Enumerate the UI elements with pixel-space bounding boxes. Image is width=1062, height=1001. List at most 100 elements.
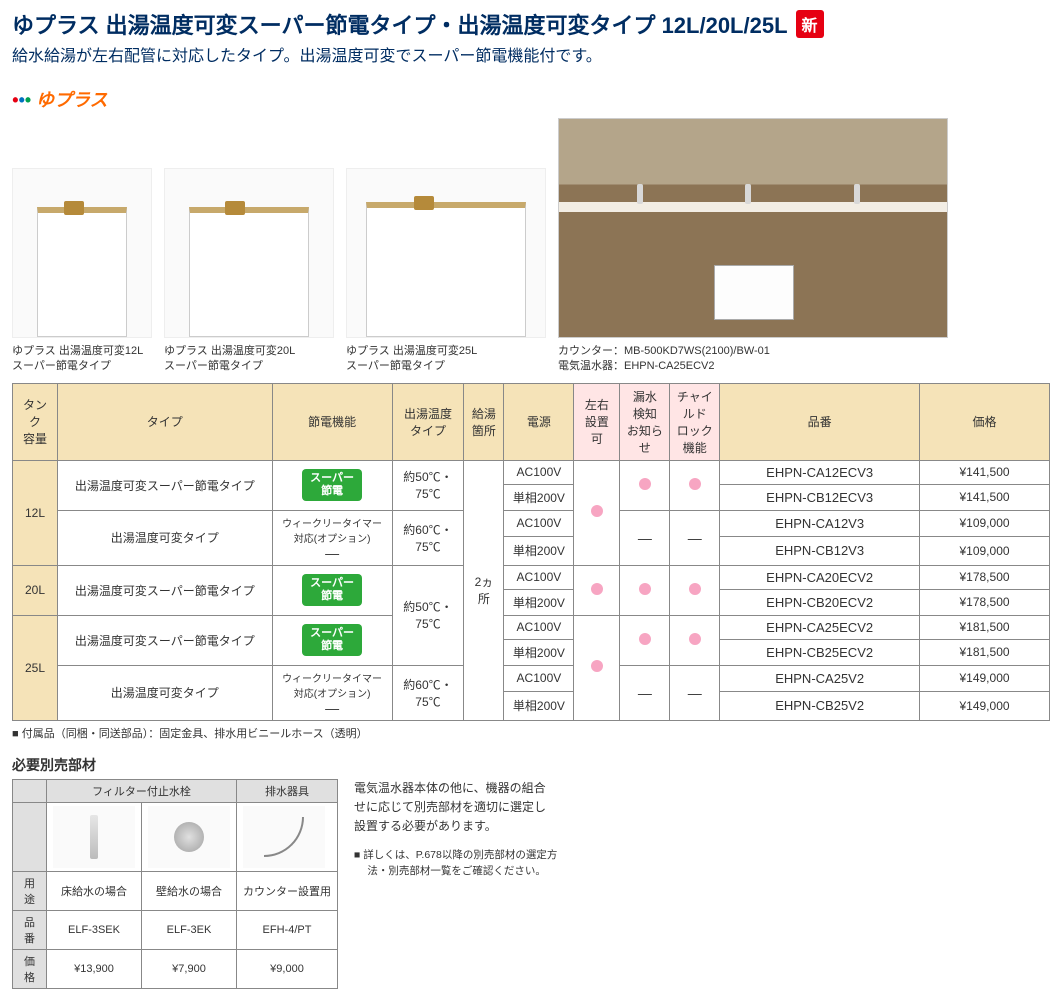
cell-temp: 約50℃・75℃ (392, 565, 464, 665)
accessories-desc: 電気温水器本体の他に、機器の組合せに応じて別売部材を適切に選定し設置する必要があ… (354, 779, 557, 837)
weekly-text: ウィークリータイマー対応(オプション) (279, 670, 386, 700)
cell-power: 単相200V (504, 589, 574, 615)
product-caption: ゆプラス 出湯温度可変25L スーパー節電タイプ (346, 344, 477, 375)
cell-child (670, 615, 720, 665)
cell-model: EHPN-CA12ECV3 (720, 460, 920, 484)
table-row: 出湯温度可変タイプウィークリータイマー対応(オプション)—約60℃・75℃AC1… (13, 665, 1050, 691)
pink-dot-icon (591, 505, 603, 517)
acc-model-cell: ELF-3SEK (47, 910, 142, 949)
cell-power: 単相200V (504, 537, 574, 566)
cell-child: — (670, 510, 720, 565)
acc-price-cell: ¥7,900 (142, 949, 237, 988)
cell-leak (620, 565, 670, 615)
cell-price: ¥178,500 (920, 565, 1050, 589)
pink-dot-icon (591, 660, 603, 672)
cell-power: AC100V (504, 460, 574, 484)
new-badge: 新 (796, 10, 824, 38)
cell-power: AC100V (504, 565, 574, 589)
dash-icon: — (638, 530, 652, 546)
cell-model: EHPN-CA25V2 (720, 665, 920, 691)
product-item: ゆプラス 出湯温度可変25L スーパー節電タイプ (346, 168, 546, 375)
acc-th-filter: フィルター付止水栓 (47, 779, 237, 802)
cell-model: EHPN-CB20ECV2 (720, 589, 920, 615)
cell-price: ¥149,000 (920, 692, 1050, 721)
cell-setsuden: ウィークリータイマー対応(オプション)— (272, 665, 392, 720)
acc-image-cell (47, 802, 142, 871)
setsuden-badge: スーパー 節電 (302, 624, 362, 656)
acc-price-cell: ¥13,900 (47, 949, 142, 988)
cell-price: ¥181,500 (920, 639, 1050, 665)
install-image-item: カウンター：MB-500KD7WS(2100)/BW-01 電気温水器：EHPN… (558, 118, 948, 375)
table-row: 12L出湯温度可変スーパー節電タイプスーパー 節電約50℃・75℃2ヵ所AC10… (13, 460, 1050, 484)
cell-tank: 20L (13, 565, 58, 615)
pink-dot-icon (639, 633, 651, 645)
th-model: 品番 (720, 383, 920, 460)
cell-model: EHPN-CB25ECV2 (720, 639, 920, 665)
cell-price: ¥141,500 (920, 484, 1050, 510)
th-lr: 左右 設置可 (574, 383, 620, 460)
accessories-note: ■ 詳しくは、P.678以降の別売部材の選定方 法・別売部材一覧をご確認ください… (354, 848, 557, 880)
acc-row-model: 品番 (13, 910, 47, 949)
product-caption-l2: スーパー節電タイプ (346, 359, 477, 374)
accessories-desc-block: 電気温水器本体の他に、機器の組合せに応じて別売部材を適切に選定し設置する必要があ… (354, 779, 557, 880)
th-leak: 漏水 検知 お知らせ (620, 383, 670, 460)
cell-lr (574, 615, 620, 720)
cell-power: 単相200V (504, 484, 574, 510)
install-caption-l2: 電気温水器：EHPN-CA25ECV2 (558, 359, 770, 374)
cell-child (670, 565, 720, 615)
product-caption-l1: ゆプラス 出湯温度可変25L (346, 344, 477, 359)
cell-setsuden: スーパー 節電 (272, 565, 392, 615)
cell-leak: — (620, 665, 670, 720)
cell-power: AC100V (504, 510, 574, 536)
cell-model: EHPN-CB25V2 (720, 692, 920, 721)
acc-image-cell (142, 802, 237, 871)
product-image (12, 168, 152, 338)
acc-row-use: 用途 (13, 871, 47, 910)
table-header-row: タンク 容量 タイプ 節電機能 出湯温度 タイプ 給湯 箇所 電源 左右 設置可… (13, 383, 1050, 460)
acc-price-row: 価格¥13,900¥7,900¥9,000 (13, 949, 338, 988)
cell-lr (574, 565, 620, 615)
acc-price-cell: ¥9,000 (237, 949, 338, 988)
acc-row-price: 価格 (13, 949, 47, 988)
th-price: 価格 (920, 383, 1050, 460)
table-row: 25L出湯温度可変スーパー節電タイプスーパー 節電AC100VEHPN-CA25… (13, 615, 1050, 639)
product-row: ゆプラス 出湯温度可変12L スーパー節電タイプ ゆプラス 出湯温度可変20L … (0, 118, 1062, 383)
acc-image-cell (237, 802, 338, 871)
cell-child (670, 460, 720, 510)
pink-dot-icon (689, 478, 701, 490)
cell-power: 単相200V (504, 692, 574, 721)
acc-header-row: フィルター付止水栓 排水器具 (13, 779, 338, 802)
acc-use-cell: 壁給水の場合 (142, 871, 237, 910)
cell-type: 出湯温度可変スーパー節電タイプ (57, 460, 272, 510)
cell-tank: 12L (13, 460, 58, 565)
cell-type: 出湯温度可変スーパー節電タイプ (57, 615, 272, 665)
product-image (164, 168, 334, 338)
cell-leak (620, 460, 670, 510)
cell-price: ¥149,000 (920, 665, 1050, 691)
table-note: ■ 付属品（同梱・同送部品）：固定金具、排水用ビニールホース（透明） (0, 721, 1062, 745)
install-caption: カウンター：MB-500KD7WS(2100)/BW-01 電気温水器：EHPN… (558, 344, 770, 375)
weekly-text: ウィークリータイマー対応(オプション) (279, 515, 386, 545)
page-subtitle: 給水給湯が左右配管に対応したタイプ。出湯温度可変でスーパー節電機能付です。 (12, 42, 1050, 66)
product-caption-l1: ゆプラス 出湯温度可変20L (164, 344, 295, 359)
dash-icon: — (688, 530, 702, 546)
product-caption: ゆプラス 出湯温度可変12L スーパー節電タイプ (12, 344, 143, 375)
product-caption-l1: ゆプラス 出湯温度可変12L (12, 344, 143, 359)
setsuden-badge: スーパー 節電 (302, 469, 362, 501)
cell-temp: 約50℃・75℃ (392, 460, 464, 510)
pink-dot-icon (591, 583, 603, 595)
dash-icon: — (688, 685, 702, 701)
product-image (346, 168, 546, 338)
yuplus-logo: ••• ゆプラス (12, 90, 108, 110)
table-row: 出湯温度可変タイプウィークリータイマー対応(オプション)—約60℃・75℃AC1… (13, 510, 1050, 536)
th-temp: 出湯温度 タイプ (392, 383, 464, 460)
install-photo (558, 118, 948, 338)
acc-use-row: 用途床給水の場合壁給水の場合カウンター設置用 (13, 871, 338, 910)
pink-dot-icon (639, 583, 651, 595)
cell-tank: 25L (13, 615, 58, 720)
product-caption-l2: スーパー節電タイプ (164, 359, 295, 374)
spec-table: タンク 容量 タイプ 節電機能 出湯温度 タイプ 給湯 箇所 電源 左右 設置可… (12, 383, 1050, 721)
accessories-table: フィルター付止水栓 排水器具 用途床給水の場合壁給水の場合カウンター設置用 品番… (12, 779, 338, 989)
cell-power: 単相200V (504, 639, 574, 665)
product-item: ゆプラス 出湯温度可変20L スーパー節電タイプ (164, 168, 334, 375)
